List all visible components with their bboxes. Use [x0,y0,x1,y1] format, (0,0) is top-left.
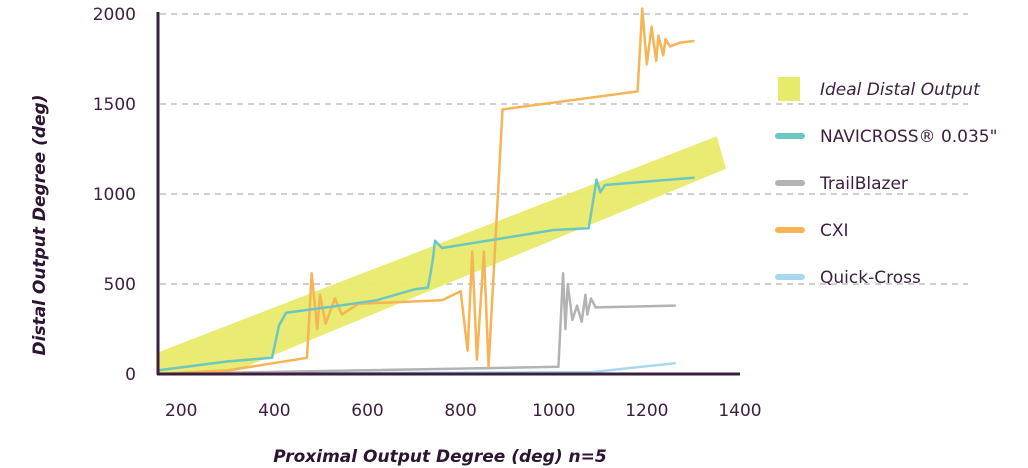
ideal-band [158,136,727,374]
y-tick-label-1500: 1500 [93,95,136,115]
x-tick-label-200: 200 [165,401,197,421]
legend-label-quick-cross: Quick-Cross [820,268,921,288]
x-tick-label-800: 800 [444,401,476,421]
axes [156,12,740,376]
legend-label-cxi: CXI [820,221,849,241]
x-tick-label-400: 400 [258,401,290,421]
y-tick-label-0: 0 [125,365,136,385]
x-tick-label-600: 600 [351,401,383,421]
tick-labels: 0 500 1000 1500 2000 200 400 600 800 1000 1200 1400 [93,5,762,421]
series-line-cxi [156,7,695,376]
series-line-navicross-0-035 [156,176,695,372]
series-lines [156,7,695,376]
legend-label-navicross-0-035: NAVICROSS® 0.035" [820,127,997,147]
x-tick-label-1400: 1400 [718,401,761,421]
y-tick-label-1000: 1000 [93,185,136,205]
x-axis-title: Proximal Output Degree (deg) n=5 [273,447,606,467]
ideal-distal-output-band [158,136,727,374]
legend-swatch-ideal-distal-output [778,77,800,101]
legend: Ideal Distal Output NAVICROSS® 0.035" Trai… [775,77,997,288]
legend-label-ideal-distal-output: Ideal Distal Output [820,80,981,100]
y-axis-title: Distal Output Degree (deg) [30,95,50,356]
x-tick-label-1000: 1000 [532,401,575,421]
y-tick-label-2000: 2000 [93,5,136,25]
series-line-trailblazer [156,271,677,376]
legend-label-trailblazer: TrailBlazer [819,174,908,194]
gridlines [160,13,968,285]
x-tick-label-1200: 1200 [625,401,668,421]
y-tick-label-500: 500 [104,275,136,295]
